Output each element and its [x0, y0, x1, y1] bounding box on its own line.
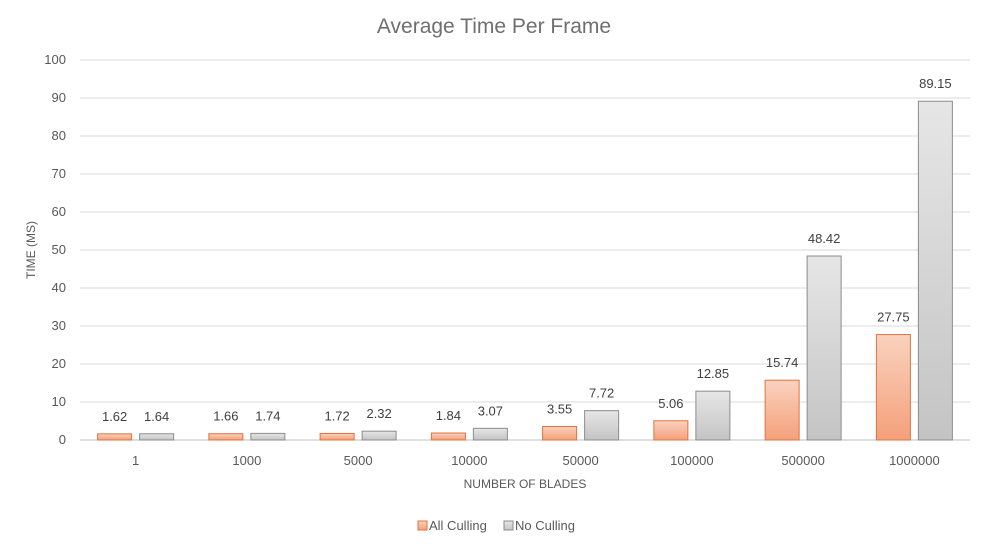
data-label: 1.74: [255, 408, 280, 423]
gridlines: [80, 59, 970, 441]
legend-label: All Culling: [429, 518, 487, 533]
data-label: 1.84: [436, 408, 461, 423]
data-label: 15.74: [766, 355, 799, 370]
legend: All Culling No Culling: [417, 518, 575, 533]
y-tick-label: 60: [52, 204, 66, 219]
data-label: 1.62: [102, 409, 127, 424]
x-tick-label: 5000: [344, 453, 373, 468]
data-label: 48.42: [808, 231, 841, 246]
bar-all-culling: [542, 426, 578, 441]
y-tick-label: 50: [52, 242, 66, 257]
bar-all-culling: [875, 334, 911, 441]
legend-label: No Culling: [515, 518, 575, 533]
y-tick-label: 30: [52, 318, 66, 333]
legend-swatch: [417, 520, 428, 531]
bars: [97, 100, 953, 441]
data-label: 1.64: [144, 409, 169, 424]
y-tick-label: 100: [44, 52, 66, 67]
y-tick-label: 80: [52, 128, 66, 143]
chart-title: Average Time Per Frame: [377, 15, 611, 38]
data-label: 7.72: [589, 386, 614, 401]
y-axis-title: TIME (MS): [24, 221, 38, 279]
bar-no-culling: [472, 427, 508, 441]
data-label: 5.06: [658, 396, 683, 411]
x-axis-title: NUMBER OF BLADES: [464, 477, 587, 491]
data-label: 3.07: [478, 403, 503, 418]
y-tick-label: 70: [52, 166, 66, 181]
x-tick-label: 500000: [781, 453, 824, 468]
bar-all-culling: [653, 420, 689, 441]
bar-no-culling: [139, 433, 175, 441]
x-tick-label: 1000: [232, 453, 261, 468]
x-tick-label: 50000: [563, 453, 599, 468]
data-label: 1.72: [324, 408, 349, 423]
data-label: 89.15: [919, 76, 952, 91]
bar-all-culling: [97, 433, 133, 441]
y-tick-label: 90: [52, 90, 66, 105]
bar-all-culling: [208, 433, 244, 441]
data-label: 12.85: [697, 366, 730, 381]
x-axis-ticks: 1 1000 5000 10000 50000 100000 500000 1000000: [132, 453, 940, 468]
bar-no-culling: [695, 390, 731, 441]
bar-no-culling: [584, 410, 620, 441]
x-tick-label: 1000000: [889, 453, 940, 468]
y-tick-label: 10: [52, 394, 66, 409]
y-axis-ticks: 0 10 20 30 40 50 60 70 80 90 100: [44, 52, 66, 447]
legend-swatch: [503, 520, 514, 531]
data-label: 1.66: [213, 409, 238, 424]
data-label: 2.32: [366, 406, 391, 421]
data-label: 27.75: [877, 310, 910, 325]
bar-no-culling: [806, 255, 842, 441]
bar-all-culling: [319, 432, 355, 441]
bar-no-culling: [917, 100, 953, 441]
y-tick-label: 0: [59, 432, 66, 447]
bar-no-culling: [361, 430, 397, 441]
x-tick-label: 10000: [451, 453, 487, 468]
bar-no-culling: [250, 432, 286, 441]
bar-all-culling: [764, 379, 800, 441]
data-labels: 1.62 1.64 1.66 1.74 1.72 2.32 1.84 3.07 3.55 7.72…: [102, 76, 952, 424]
x-tick-label: 1: [132, 453, 139, 468]
data-label: 3.55: [547, 402, 572, 417]
y-tick-label: 40: [52, 280, 66, 295]
x-tick-label: 100000: [670, 453, 713, 468]
y-tick-label: 20: [52, 356, 66, 371]
bar-all-culling: [430, 432, 466, 441]
